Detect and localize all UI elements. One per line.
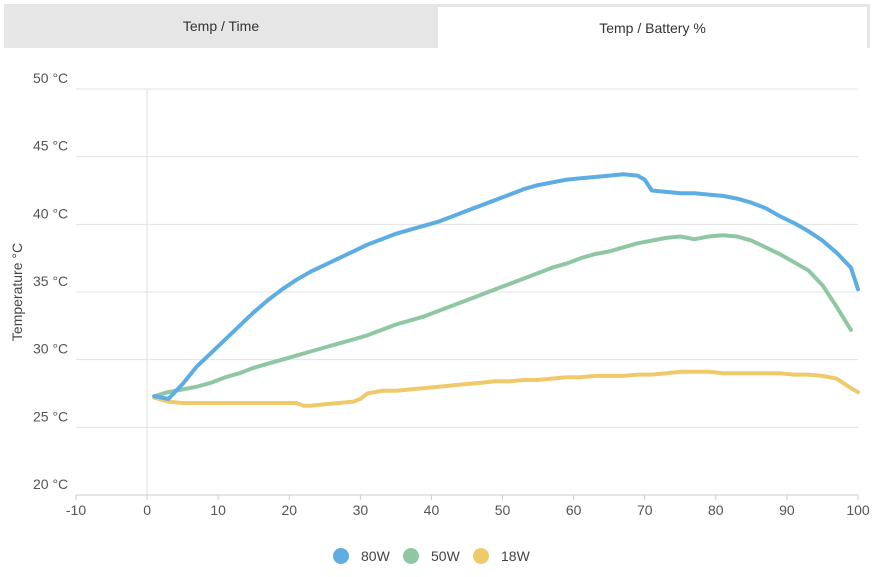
legend-item-50w[interactable]: 50W <box>403 548 461 564</box>
series-lines <box>152 172 860 408</box>
x-tick-label: 0 <box>143 502 151 518</box>
tab-temp-time[interactable]: Temp / Time <box>4 4 438 48</box>
x-tick-label: 90 <box>779 502 795 518</box>
legend-item-80w[interactable]: 80W <box>333 548 391 564</box>
x-axis-ticks: -10 0 10 20 30 40 50 60 70 80 90 100 <box>66 495 870 518</box>
y-tick-label: 25 °C <box>33 408 68 424</box>
x-tick-label: 70 <box>637 502 653 518</box>
y-tick-label: 40 °C <box>33 205 68 221</box>
series-line-80w[interactable] <box>152 172 860 401</box>
x-tick-label: 30 <box>353 502 369 518</box>
legend-label: 18W <box>501 548 531 564</box>
legend-marker <box>403 548 419 564</box>
chart-tabs: Temp / Time Temp / Battery % <box>4 4 870 48</box>
y-tick-label: 35 °C <box>33 273 68 289</box>
x-tick-label: 60 <box>566 502 582 518</box>
y-tick-label: 20 °C <box>33 476 68 492</box>
y-tick-label: 30 °C <box>33 341 68 357</box>
x-tick-label: 50 <box>495 502 511 518</box>
legend-marker <box>333 548 349 564</box>
x-tick-label: 100 <box>846 502 870 518</box>
x-tick-label: 20 <box>281 502 297 518</box>
x-tick-label: 10 <box>210 502 226 518</box>
y-axis-ticks: 20 °C 25 °C 30 °C 35 °C 40 °C 45 °C 50 °C <box>33 70 68 492</box>
series-line-18w[interactable] <box>152 369 860 408</box>
legend: 80W 50W 18W <box>333 548 531 564</box>
legend-item-18w[interactable]: 18W <box>473 548 531 564</box>
x-tick-label: -10 <box>66 502 86 518</box>
x-tick-label: 40 <box>424 502 440 518</box>
grid-lines <box>76 88 858 496</box>
y-tick-label: 45 °C <box>33 138 68 154</box>
legend-marker <box>473 548 489 564</box>
series-line-50w[interactable] <box>152 233 853 399</box>
legend-label: 80W <box>361 548 391 564</box>
x-tick-label: 80 <box>708 502 724 518</box>
y-tick-label: 50 °C <box>33 70 68 86</box>
tab-temp-battery[interactable]: Temp / Battery % <box>438 4 870 48</box>
y-axis-label: Temperature °C <box>9 243 25 341</box>
legend-label: 50W <box>431 548 461 564</box>
